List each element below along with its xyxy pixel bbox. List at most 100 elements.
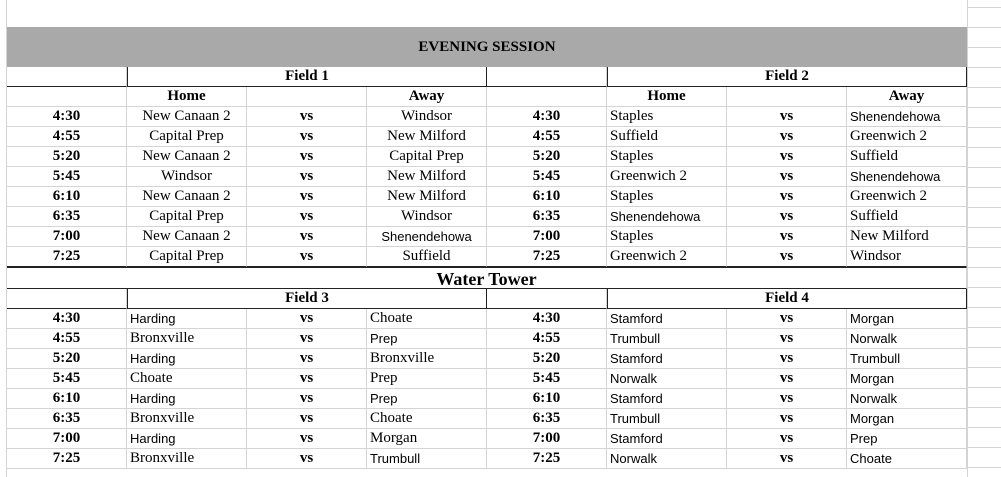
home-team-cell[interactable]: Harding <box>127 309 247 329</box>
home-team-cell[interactable]: Bronxville <box>127 409 247 429</box>
away-team-cell[interactable]: Windsor <box>367 107 487 127</box>
away-team-cell[interactable]: Choate <box>367 309 487 329</box>
gridline <box>967 247 1001 248</box>
session-title: EVENING SESSION <box>7 27 967 67</box>
vs-cell: vs <box>727 207 847 227</box>
home-team-cell[interactable]: Staples <box>607 227 727 247</box>
away-team-cell[interactable]: Greenwich 2 <box>847 127 967 147</box>
time-cell: 4:55 <box>487 329 607 349</box>
field-header: Field 2 <box>607 67 967 87</box>
home-team-cell[interactable]: Harding <box>127 429 247 449</box>
gridline <box>967 187 1001 188</box>
away-team-cell[interactable]: Prep <box>847 429 967 449</box>
home-team-cell[interactable]: Windsor <box>127 167 247 187</box>
home-team-cell[interactable]: Staples <box>607 147 727 167</box>
time-cell: 6:10 <box>7 389 127 409</box>
vs-cell: vs <box>727 329 847 349</box>
away-team-cell[interactable]: Choate <box>847 449 967 469</box>
home-team-cell[interactable]: Stamford <box>607 429 727 449</box>
home-team-cell[interactable]: Capital Prep <box>127 247 247 267</box>
time-cell: 4:30 <box>487 309 607 329</box>
away-team-cell[interactable]: Prep <box>367 389 487 409</box>
gridline <box>967 127 1001 128</box>
away-team-cell[interactable]: Capital Prep <box>367 147 487 167</box>
vs-cell: vs <box>727 187 847 207</box>
vs-cell: vs <box>727 429 847 449</box>
away-team-cell[interactable]: Prep <box>367 329 487 349</box>
time-cell: 4:30 <box>487 107 607 127</box>
home-team-cell[interactable]: Harding <box>127 349 247 369</box>
home-team-cell[interactable]: New Canaan 2 <box>127 107 247 127</box>
away-team-cell[interactable]: Prep <box>367 369 487 389</box>
home-team-cell[interactable]: Harding <box>127 389 247 409</box>
home-team-cell[interactable]: Trumbull <box>607 329 727 349</box>
home-team-cell[interactable]: New Canaan 2 <box>127 187 247 207</box>
away-team-cell[interactable]: Morgan <box>847 309 967 329</box>
away-team-cell[interactable]: Shenendehowa <box>847 107 967 127</box>
home-team-cell[interactable]: Greenwich 2 <box>607 167 727 187</box>
vs-cell: vs <box>727 449 847 469</box>
time-cell: 5:45 <box>487 369 607 389</box>
home-team-cell[interactable]: Stamford <box>607 349 727 369</box>
time-cell: 7:25 <box>487 247 607 267</box>
home-team-cell[interactable]: Staples <box>607 187 727 207</box>
away-team-cell[interactable]: Morgan <box>847 369 967 389</box>
gridline <box>967 207 1001 208</box>
gridline <box>967 227 1001 228</box>
away-team-cell[interactable]: Trumbull <box>367 449 487 469</box>
home-team-cell[interactable]: Bronxville <box>127 329 247 349</box>
time-cell: 6:35 <box>487 409 607 429</box>
away-column-header: Away <box>847 87 967 107</box>
away-team-cell[interactable]: Shenendehowa <box>367 227 487 247</box>
home-team-cell[interactable]: New Canaan 2 <box>127 147 247 167</box>
away-team-cell[interactable]: Norwalk <box>847 389 967 409</box>
vs-cell: vs <box>247 127 367 147</box>
field-header: Field 4 <box>607 289 967 309</box>
home-team-cell[interactable]: Greenwich 2 <box>607 247 727 267</box>
home-team-cell[interactable]: Choate <box>127 369 247 389</box>
vs-cell: vs <box>247 449 367 469</box>
gridline <box>967 167 1001 168</box>
home-team-cell[interactable]: Shenendehowa <box>607 207 727 227</box>
home-team-cell[interactable]: Stamford <box>607 389 727 409</box>
away-column-header: Away <box>367 87 487 107</box>
away-team-cell[interactable]: Windsor <box>847 247 967 267</box>
home-team-cell[interactable]: Staples <box>607 107 727 127</box>
away-team-cell[interactable]: Choate <box>367 409 487 429</box>
home-team-cell[interactable]: New Canaan 2 <box>127 227 247 247</box>
home-team-cell[interactable]: Norwalk <box>607 369 727 389</box>
home-team-cell[interactable]: Capital Prep <box>127 127 247 147</box>
home-team-cell[interactable]: Norwalk <box>607 449 727 469</box>
gridline <box>967 87 1001 88</box>
away-team-cell[interactable]: Morgan <box>367 429 487 449</box>
away-team-cell[interactable]: New Milford <box>367 127 487 147</box>
time-cell: 6:35 <box>487 207 607 227</box>
away-team-cell[interactable]: Suffield <box>847 207 967 227</box>
home-team-cell[interactable]: Trumbull <box>607 409 727 429</box>
away-team-cell[interactable]: New Milford <box>367 187 487 207</box>
away-team-cell[interactable]: Trumbull <box>847 349 967 369</box>
vs-cell: vs <box>247 369 367 389</box>
away-team-cell[interactable]: New Milford <box>367 167 487 187</box>
gridline <box>967 107 1001 108</box>
away-team-cell[interactable]: Suffield <box>847 147 967 167</box>
vs-cell: vs <box>247 309 367 329</box>
away-team-cell[interactable]: Shenendehowa <box>847 167 967 187</box>
home-team-cell[interactable]: Capital Prep <box>127 207 247 227</box>
away-team-cell[interactable]: Morgan <box>847 409 967 429</box>
home-team-cell[interactable]: Stamford <box>607 309 727 329</box>
vs-cell: vs <box>247 389 367 409</box>
away-team-cell[interactable]: Norwalk <box>847 329 967 349</box>
away-team-cell[interactable]: Bronxville <box>367 349 487 369</box>
away-team-cell[interactable]: Suffield <box>367 247 487 267</box>
home-team-cell[interactable]: Suffield <box>607 127 727 147</box>
home-team-cell[interactable]: Bronxville <box>127 449 247 469</box>
time-cell: 7:25 <box>7 247 127 267</box>
away-team-cell[interactable]: Greenwich 2 <box>847 187 967 207</box>
away-team-cell[interactable]: New Milford <box>847 227 967 247</box>
vs-cell: vs <box>247 247 367 267</box>
blank-cell <box>7 289 127 309</box>
away-team-cell[interactable]: Windsor <box>367 207 487 227</box>
vs-cell: vs <box>727 349 847 369</box>
time-cell: 5:20 <box>7 147 127 167</box>
